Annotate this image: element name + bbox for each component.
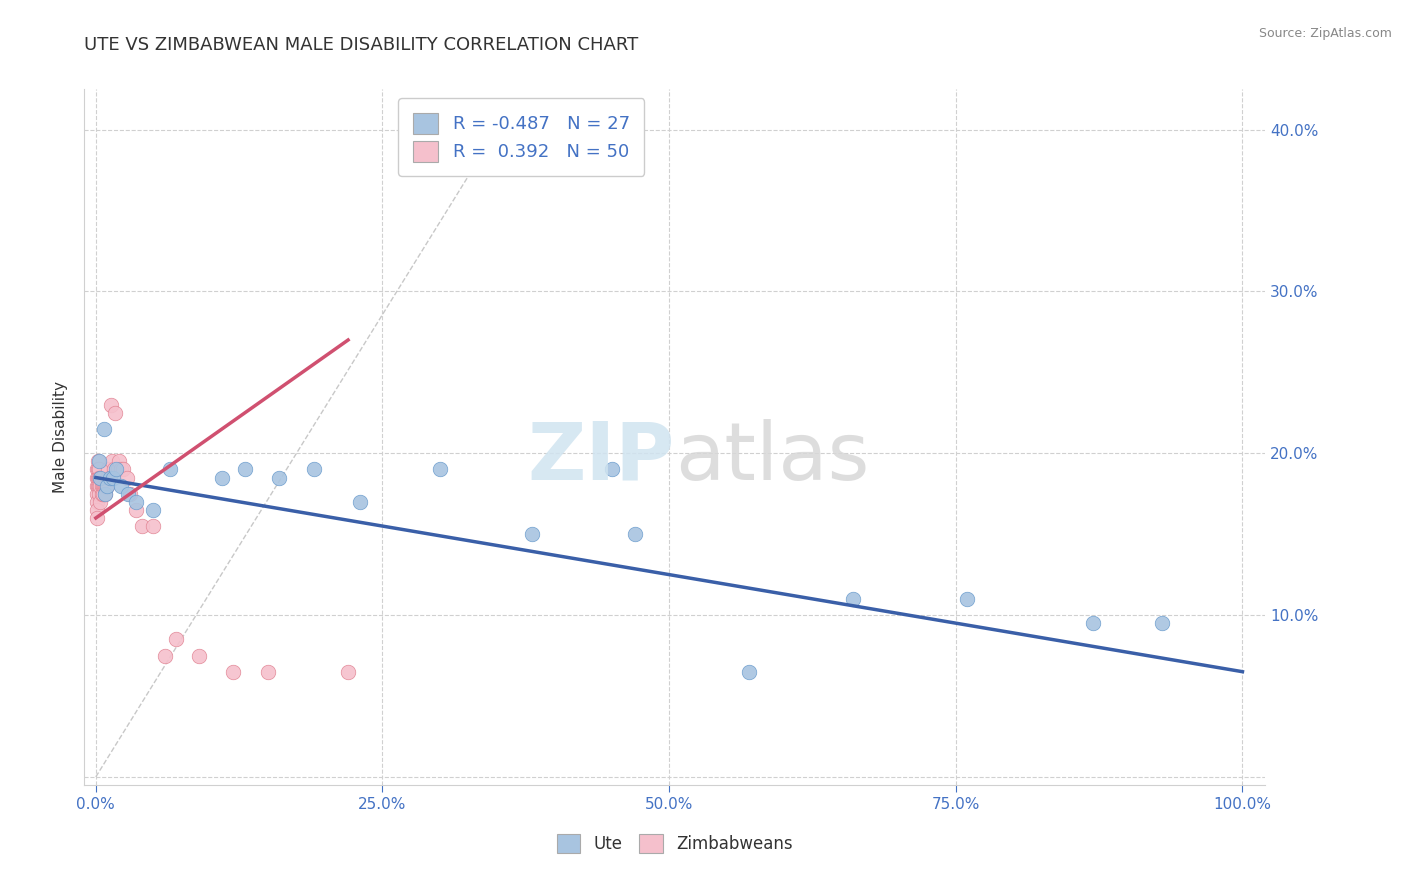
Point	[86, 511, 108, 525]
Point	[125, 495, 148, 509]
Point	[94, 478, 117, 492]
Point	[89, 486, 111, 500]
Point	[87, 470, 110, 484]
Point	[105, 462, 128, 476]
Point	[89, 495, 111, 509]
Point	[233, 462, 256, 476]
Point	[269, 470, 291, 484]
Point	[112, 462, 135, 476]
Point	[142, 503, 165, 517]
Point	[90, 486, 112, 500]
Point	[104, 406, 127, 420]
Point	[142, 519, 165, 533]
Point	[159, 462, 181, 476]
Point	[520, 527, 543, 541]
Point	[100, 398, 122, 412]
Point	[107, 462, 129, 476]
Point	[97, 462, 120, 476]
Point	[90, 470, 112, 484]
Point	[738, 665, 761, 679]
Point	[86, 486, 108, 500]
Text: ZIP: ZIP	[527, 419, 675, 497]
Point	[86, 462, 108, 476]
Point	[956, 591, 979, 606]
Point	[87, 478, 110, 492]
Point	[101, 454, 124, 468]
Point	[429, 462, 451, 476]
Point	[93, 478, 115, 492]
Point	[110, 478, 132, 492]
Point	[89, 478, 111, 492]
Point	[125, 503, 148, 517]
Point	[86, 470, 108, 484]
Point	[103, 462, 125, 476]
Point	[211, 470, 233, 484]
Point	[96, 470, 118, 484]
Point	[89, 462, 111, 476]
Legend: Ute, Zimbabweans: Ute, Zimbabweans	[550, 828, 800, 860]
Point	[115, 470, 138, 484]
Point	[94, 486, 117, 500]
Point	[96, 478, 118, 492]
Text: atlas: atlas	[675, 419, 869, 497]
Point	[222, 665, 245, 679]
Point	[89, 470, 111, 484]
Point	[90, 478, 112, 492]
Point	[623, 527, 645, 541]
Point	[98, 470, 121, 484]
Point	[256, 665, 278, 679]
Point	[86, 503, 108, 517]
Point	[87, 454, 110, 468]
Point	[131, 519, 153, 533]
Point	[1152, 616, 1174, 631]
Point	[188, 648, 211, 663]
Point	[89, 470, 111, 484]
Point	[89, 454, 111, 468]
Point	[153, 648, 176, 663]
Point	[89, 478, 111, 492]
Point	[165, 632, 187, 647]
Text: UTE VS ZIMBABWEAN MALE DISABILITY CORRELATION CHART: UTE VS ZIMBABWEAN MALE DISABILITY CORREL…	[84, 36, 638, 54]
Point	[86, 478, 108, 492]
Point	[120, 486, 142, 500]
Point	[337, 665, 360, 679]
Point	[107, 454, 129, 468]
Point	[841, 591, 863, 606]
Point	[93, 422, 115, 436]
Point	[600, 462, 623, 476]
Point	[89, 470, 111, 484]
Point	[302, 462, 325, 476]
Point	[94, 486, 117, 500]
Text: Source: ZipAtlas.com: Source: ZipAtlas.com	[1258, 27, 1392, 40]
Point	[101, 470, 124, 484]
Point	[94, 478, 117, 492]
Point	[86, 495, 108, 509]
Point	[91, 478, 114, 492]
Point	[91, 486, 114, 500]
Point	[117, 486, 139, 500]
Point	[98, 470, 121, 484]
Point	[110, 462, 132, 476]
Y-axis label: Male Disability: Male Disability	[53, 381, 69, 493]
Point	[1083, 616, 1105, 631]
Point	[349, 495, 371, 509]
Point	[96, 478, 118, 492]
Point	[87, 462, 110, 476]
